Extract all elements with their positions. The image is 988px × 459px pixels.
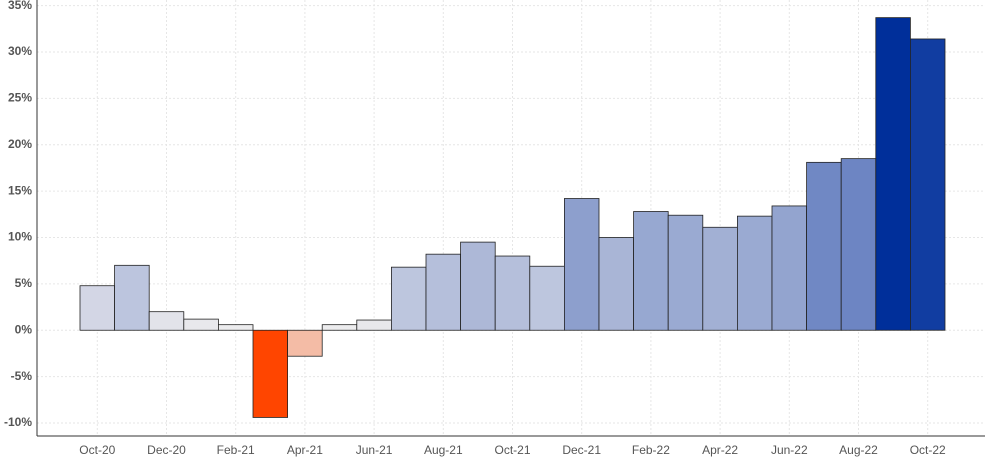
bar [840, 158, 877, 331]
bar [910, 38, 946, 331]
bar [287, 329, 323, 357]
y-tick-label: 5% [15, 276, 33, 290]
bar [148, 311, 185, 331]
bar [667, 214, 704, 331]
y-tick-label: 35% [8, 0, 32, 12]
bar [114, 264, 150, 331]
bar [390, 266, 427, 331]
bar [598, 237, 634, 331]
bar [702, 226, 738, 331]
y-tick-label: -10% [4, 415, 32, 429]
x-tick-label: Aug-22 [839, 443, 878, 457]
x-tick-label: Jun-21 [356, 443, 393, 457]
x-tick-label: Dec-20 [147, 443, 186, 457]
bar [183, 318, 219, 331]
bar [494, 255, 531, 331]
bar [460, 241, 496, 331]
x-tick-label: Aug-21 [424, 443, 463, 457]
y-tick-label: 0% [15, 322, 33, 336]
bar [217, 324, 254, 331]
x-tick-label: Feb-22 [632, 443, 670, 457]
bar [564, 198, 600, 331]
bar [771, 205, 807, 331]
x-tick-label: Oct-22 [910, 443, 946, 457]
x-tick-label: Dec-21 [562, 443, 601, 457]
bar [737, 215, 773, 331]
bar [79, 285, 115, 331]
bar [529, 265, 565, 331]
x-tick-label: Oct-21 [494, 443, 530, 457]
x-tick-label: Feb-21 [217, 443, 255, 457]
bar [321, 324, 358, 331]
x-tick-label: Apr-21 [287, 443, 323, 457]
y-tick-label: 30% [8, 44, 32, 58]
x-tick-label: Jun-22 [771, 443, 808, 457]
y-tick-label: -5% [11, 369, 33, 383]
y-tick-label: 25% [8, 91, 32, 105]
y-tick-label: 20% [8, 137, 32, 151]
bar [252, 329, 288, 418]
x-tick-label: Apr-22 [702, 443, 738, 457]
bar [356, 319, 392, 331]
bar [806, 161, 842, 331]
bar [633, 211, 669, 331]
bar [875, 17, 911, 331]
bar [425, 253, 461, 331]
x-tick-label: Oct-20 [79, 443, 115, 457]
y-tick-label: 10% [8, 230, 32, 244]
y-tick-label: 15% [8, 183, 32, 197]
